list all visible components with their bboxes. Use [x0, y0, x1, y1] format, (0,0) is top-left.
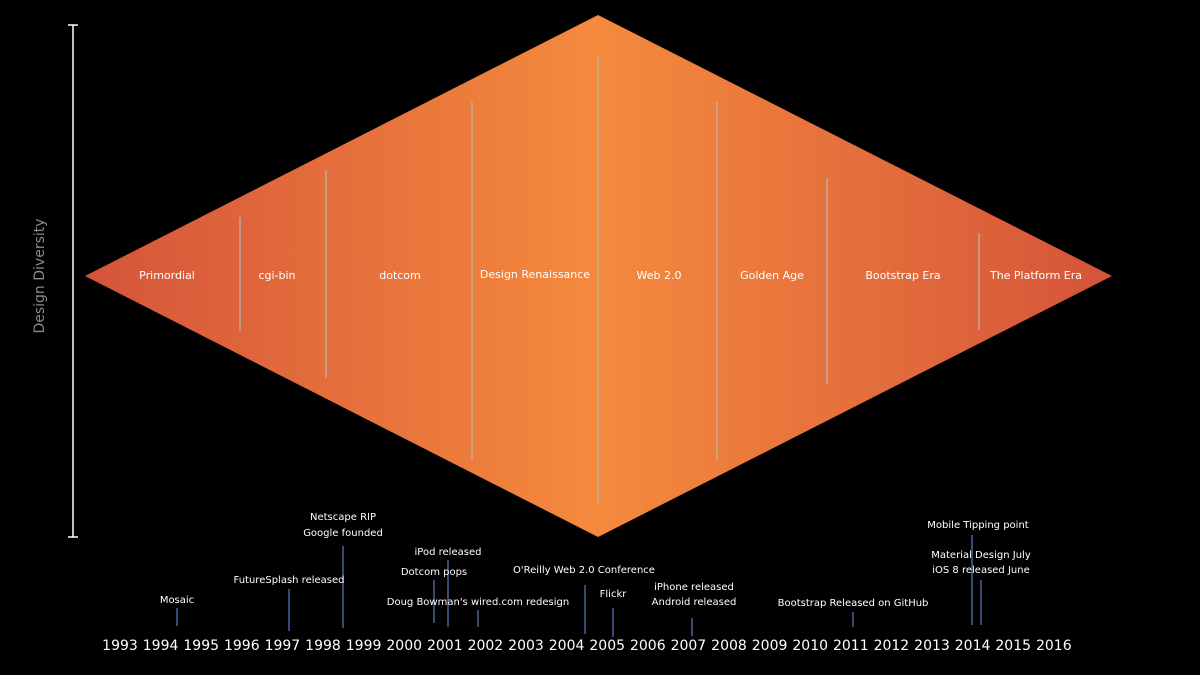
year-label: 2013	[914, 638, 950, 654]
year-label: 2003	[508, 638, 544, 654]
era-label-platform-era: The Platform Era	[989, 269, 1082, 282]
event-labels: Mosaic FutureSplash released Netscape RI…	[160, 512, 1031, 609]
era-label-bootstrap-era: Bootstrap Era	[865, 269, 940, 282]
era-label-dotcom: dotcom	[379, 269, 421, 282]
era-label-cgi-bin: cgi-bin	[258, 269, 295, 282]
era-label-primordial: Primordial	[139, 269, 195, 282]
year-label: 1998	[305, 638, 341, 654]
event-label-dotcom-pops: Dotcom pops	[401, 567, 467, 578]
event-label-mosaic: Mosaic	[160, 595, 194, 606]
year-label: 2006	[630, 638, 666, 654]
year-label: 1993	[102, 638, 138, 654]
event-label-iphone: iPhone released	[654, 582, 734, 593]
year-label: 2004	[549, 638, 585, 654]
event-label-ios8: iOS 8 released June	[932, 565, 1030, 576]
event-label-futuresplash: FutureSplash released	[234, 575, 345, 586]
event-label-android: Android released	[652, 597, 737, 608]
event-label-oreilly: O'Reilly Web 2.0 Conference	[513, 565, 655, 576]
event-label-material-design: Material Design July	[931, 550, 1031, 561]
year-label: 2000	[386, 638, 422, 654]
year-label: 2010	[792, 638, 828, 654]
y-axis-label: Design Diversity	[32, 218, 48, 333]
year-label: 2014	[955, 638, 991, 654]
era-labels: Primordial cgi-bin dotcom Design Renaiss…	[139, 268, 1082, 282]
year-label: 2015	[995, 638, 1031, 654]
era-label-golden-age: Golden Age	[740, 269, 804, 282]
year-label: 2009	[752, 638, 788, 654]
year-label: 1995	[183, 638, 219, 654]
event-label-ipod: iPod released	[415, 547, 482, 558]
year-label: 1997	[265, 638, 301, 654]
year-label: 1996	[224, 638, 260, 654]
year-label: 2002	[468, 638, 504, 654]
event-label-flickr: Flickr	[600, 589, 628, 600]
year-label: 1999	[346, 638, 382, 654]
year-label: 2016	[1036, 638, 1072, 654]
event-label-mobile-tipping: Mobile Tipping point	[927, 520, 1028, 531]
year-axis: 1993 1994 1995 1996 1997 1998 1999 2000 2001 2002…	[102, 638, 1072, 654]
year-label: 2011	[833, 638, 869, 654]
year-label: 1994	[143, 638, 179, 654]
era-dividers	[239, 55, 980, 505]
event-label-bootstrap: Bootstrap Released on GitHub	[778, 598, 929, 609]
year-label: 2008	[711, 638, 747, 654]
event-label-netscape-rip: Netscape RIP	[310, 512, 376, 523]
era-label-web-2: Web 2.0	[637, 269, 682, 282]
year-label: 2007	[671, 638, 707, 654]
event-label-google-founded: Google founded	[303, 528, 383, 539]
year-label: 2001	[427, 638, 463, 654]
era-label-design-renaissance: Design Renaissance	[480, 268, 590, 281]
event-lines	[176, 535, 982, 637]
event-label-wired-redesign: Doug Bowman's wired.com redesign	[387, 597, 569, 608]
year-label: 2005	[589, 638, 625, 654]
year-label: 2012	[874, 638, 910, 654]
